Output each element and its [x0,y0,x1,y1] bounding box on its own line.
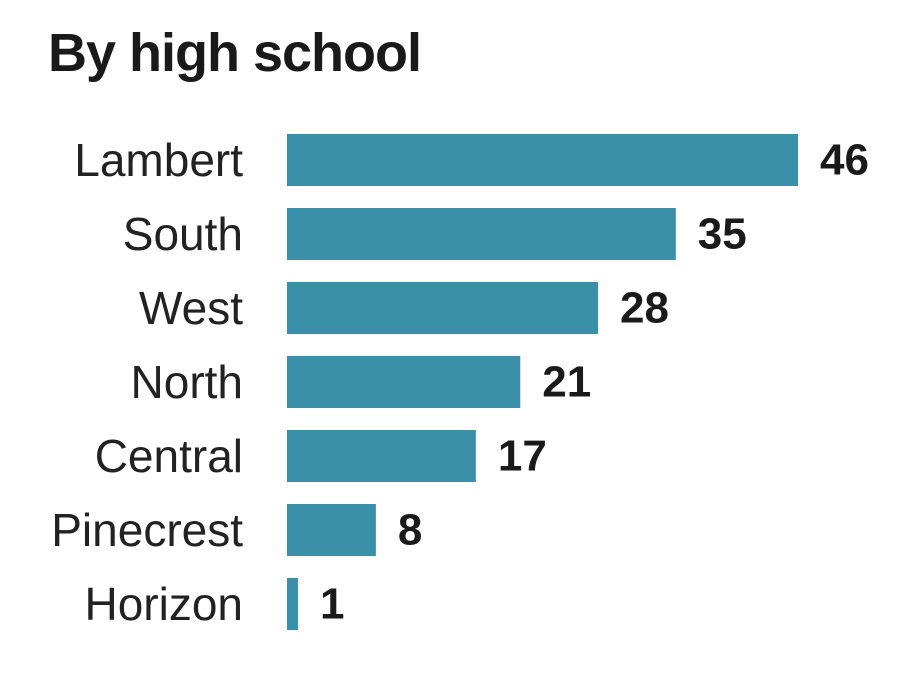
category-label-south: South [123,208,243,260]
category-label-north: North [131,356,243,408]
bar-south [287,208,676,260]
value-label-horizon: 1 [320,580,344,629]
bar-central [287,430,476,482]
bar-horizon [287,578,298,630]
value-label-north: 21 [542,358,591,407]
category-label-west: West [139,282,243,334]
chart-title: By high school [48,23,422,83]
bar-pinecrest [287,504,376,556]
bar-west [287,282,599,334]
value-label-west: 28 [620,284,669,333]
value-label-south: 35 [698,210,747,259]
bar-north [287,356,521,408]
value-label-central: 17 [498,432,547,481]
value-label-lambert: 46 [820,136,869,185]
category-label-horizon: Horizon [84,578,243,630]
category-label-central: Central [95,430,243,482]
category-label-pinecrest: Pinecrest [51,504,243,556]
category-label-lambert: Lambert [74,134,243,186]
bar-lambert [287,134,798,186]
value-label-pinecrest: 8 [398,506,422,555]
bars-group: Lambert 46 South 35 West 28 North 21 Central 17 Pi… [51,134,869,630]
